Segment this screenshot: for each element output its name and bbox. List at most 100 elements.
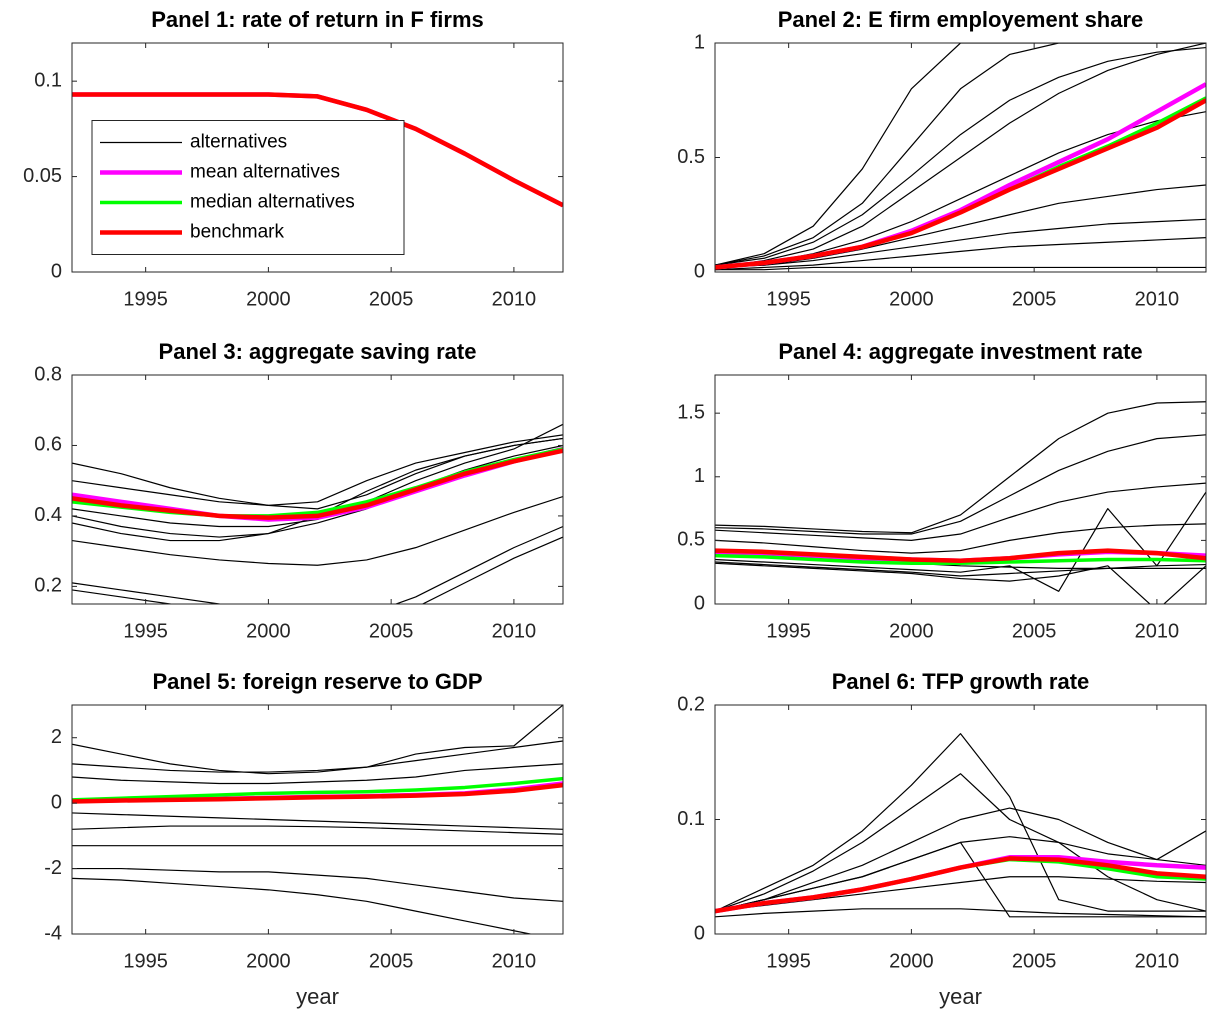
y-tick-label: 0 [694, 260, 705, 282]
series-line [72, 776, 563, 802]
axes-box [71, 704, 564, 935]
chart-title: Panel 2: E firm employement share [778, 7, 1144, 32]
legend-label: benchmark [190, 222, 284, 243]
series-line [72, 782, 563, 804]
x-tick-label: 2005 [369, 288, 414, 310]
alternative-line [72, 437, 563, 510]
series-line [715, 548, 1206, 563]
y-tick-label: 0 [51, 260, 62, 282]
alternative-line [715, 43, 1206, 266]
alternative-line [715, 434, 1206, 535]
y-tick-label: 0.2 [677, 693, 705, 715]
y-tick-label: 0 [694, 592, 705, 614]
alternative-line [715, 237, 1206, 271]
alternative-line [72, 763, 563, 785]
y-tick-label: 0.8 [34, 363, 62, 385]
x-tick-label: 2005 [1012, 620, 1057, 642]
chart-title: Panel 3: aggregate saving rate [159, 339, 477, 364]
panel: Panel 5: foreign reserve to GDP 1995 2000 2… [44, 669, 564, 1009]
alternative-line [72, 444, 563, 542]
y-tick-label: 1 [694, 31, 705, 53]
x-tick-label: 2000 [889, 288, 934, 310]
series-line [715, 553, 1206, 566]
alternative-line [72, 705, 563, 773]
x-axis-label: year [296, 984, 339, 1009]
alternative-line [72, 536, 563, 604]
alternative-line [72, 825, 563, 835]
panel: Panel 1: rate of return in F firms 1995 20… [23, 7, 564, 310]
y-tick-label: 0.4 [34, 504, 62, 526]
series-line [715, 856, 1206, 914]
y-tick-label: -2 [44, 857, 62, 879]
alternative-line [715, 841, 1206, 918]
x-tick-label: 1995 [123, 950, 168, 972]
alternative-line [715, 908, 1206, 918]
x-tick-label: 1995 [766, 620, 811, 642]
x-tick-label: 2000 [246, 950, 291, 972]
chart-title: Panel 4: aggregate investment rate [778, 339, 1142, 364]
alternative-line [715, 491, 1206, 592]
x-tick-label: 2005 [1012, 288, 1057, 310]
x-tick-label: 2010 [1135, 620, 1180, 642]
alternative-line [715, 773, 1206, 912]
x-tick-label: 2010 [1135, 288, 1180, 310]
panel: Panel 2: E firm employement share 1995 200… [677, 7, 1207, 310]
legend-label: alternatives [190, 132, 287, 153]
x-tick-label: 2010 [1135, 950, 1180, 972]
y-tick-label: -4 [44, 922, 62, 944]
y-tick-label: 0 [51, 791, 62, 813]
axes-box [714, 374, 1207, 605]
legend-label: median alternatives [190, 192, 355, 213]
y-tick-label: 0.2 [34, 575, 62, 597]
x-tick-label: 1995 [123, 620, 168, 642]
y-tick-label: 1 [694, 465, 705, 487]
x-tick-label: 2000 [889, 620, 934, 642]
alternative-line [72, 495, 563, 566]
y-tick-label: 0 [694, 922, 705, 944]
plot-area [715, 401, 1206, 604]
y-tick-label: 0.1 [677, 808, 705, 830]
x-tick-label: 2005 [369, 950, 414, 972]
alternative-line [72, 434, 563, 506]
x-tick-label: 2010 [492, 288, 537, 310]
y-tick-label: 0.5 [677, 529, 705, 551]
x-tick-label: 1995 [123, 288, 168, 310]
alternative-line [72, 812, 563, 830]
alternative-line [715, 218, 1206, 269]
legend: alternatives mean alternatives median alte… [91, 120, 405, 255]
alternative-line [72, 740, 563, 775]
x-tick-label: 1995 [766, 950, 811, 972]
y-tick-label: 0.05 [23, 165, 62, 187]
y-tick-label: 0.5 [677, 146, 705, 168]
x-axis-label: year [939, 984, 982, 1009]
alternative-line [715, 401, 1206, 534]
alternative-line [715, 876, 1206, 912]
plot-area [72, 705, 563, 934]
plot-area [72, 423, 563, 604]
x-tick-label: 2010 [492, 620, 537, 642]
x-tick-label: 2005 [1012, 950, 1057, 972]
alternative-line [715, 482, 1206, 541]
chart-title: Panel 5: foreign reserve to GDP [152, 669, 482, 694]
panel: Panel 4: aggregate investment rate 1995 20… [677, 339, 1207, 642]
alternative-line [715, 561, 1206, 577]
alternative-line [715, 733, 1206, 912]
y-tick-label: 0.1 [34, 69, 62, 91]
alternative-line [72, 877, 534, 934]
y-tick-label: 0.6 [34, 434, 62, 456]
y-tick-label: 2 [51, 726, 62, 748]
panel: Panel 6: TFP growth rate 1995 2000 2005 2010… [677, 669, 1207, 1009]
alternative-line [715, 43, 1206, 269]
x-tick-label: 2000 [889, 950, 934, 972]
alternative-line [715, 807, 1206, 912]
axes-box [71, 42, 564, 273]
plot-area [715, 43, 1206, 271]
chart-title: Panel 1: rate of return in F firms [151, 7, 484, 32]
x-tick-label: 2000 [246, 620, 291, 642]
series-line [72, 448, 563, 520]
alternative-line [715, 562, 1206, 604]
alternative-line [715, 184, 1206, 269]
alternative-line [715, 266, 1206, 271]
alternative-line [715, 46, 1206, 266]
